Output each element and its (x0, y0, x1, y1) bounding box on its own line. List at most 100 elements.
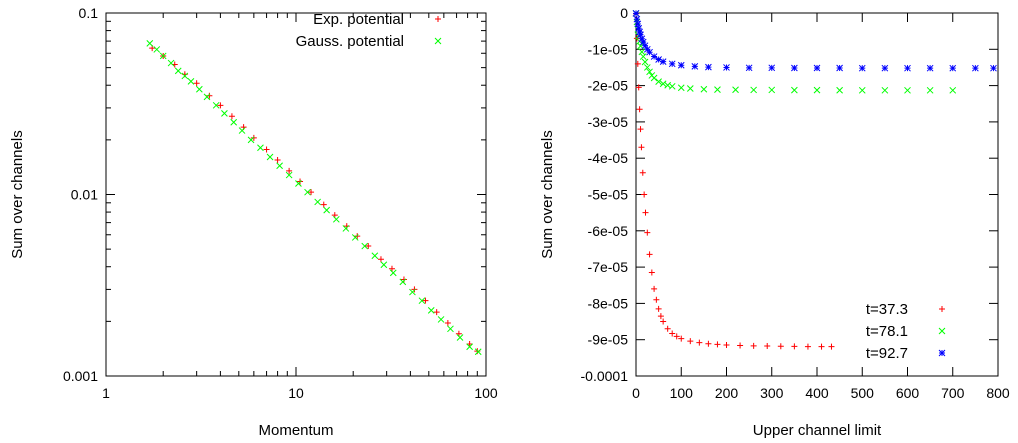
data-point (266, 153, 274, 161)
data-point (221, 109, 228, 117)
data-point (791, 86, 798, 94)
data-point (174, 67, 182, 75)
y-tick-label: -2e-05 (588, 78, 629, 94)
data-point (990, 64, 997, 72)
data-point (635, 84, 642, 91)
data-point (732, 86, 739, 94)
data-point (257, 144, 264, 152)
data-point (206, 92, 213, 99)
data-point (750, 86, 758, 94)
data-point (668, 82, 676, 90)
legend-marker (939, 306, 945, 312)
data-point (638, 144, 645, 151)
data-point (691, 63, 699, 70)
data-point (687, 338, 694, 345)
data-point (203, 93, 211, 101)
legend-label: Gauss. potential (296, 33, 404, 50)
plot-frame (105, 12, 487, 377)
data-point (274, 156, 281, 163)
data-point (768, 86, 776, 94)
data-point (813, 86, 821, 94)
data-point (447, 325, 454, 333)
y-tick-label: -5e-05 (588, 187, 629, 203)
data-point (655, 305, 662, 312)
data-point (304, 188, 311, 196)
data-point (422, 297, 429, 304)
data-point (664, 325, 671, 332)
data-point (286, 167, 293, 174)
data-point (365, 243, 372, 250)
data-point (634, 60, 641, 67)
data-point (380, 261, 388, 269)
data-point (409, 288, 416, 296)
data-point (926, 86, 934, 94)
data-point (972, 64, 979, 72)
data-point (193, 80, 200, 87)
data-point (791, 343, 798, 350)
x-tick-label: 500 (851, 385, 875, 401)
data-point (371, 252, 379, 260)
data-point (641, 42, 649, 50)
data-point (648, 269, 655, 276)
data-point (646, 68, 653, 76)
data-point (858, 86, 866, 94)
data-point (657, 313, 664, 320)
data-point (653, 296, 660, 303)
data-point (904, 64, 911, 72)
data-point (655, 56, 662, 63)
data-point (314, 198, 322, 206)
data-point (636, 106, 643, 113)
data-point (399, 278, 407, 286)
data-point (212, 101, 220, 109)
data-point (881, 86, 889, 94)
data-point (926, 64, 934, 72)
x-tick-label: 100 (474, 385, 498, 401)
x-axis-label: Momentum (258, 422, 333, 439)
x-tick-label: 400 (805, 385, 829, 401)
data-point (276, 162, 283, 170)
data-point (437, 316, 445, 323)
x-tick-label: 200 (715, 385, 739, 401)
y-tick-label: -1e-05 (588, 41, 629, 57)
data-point (146, 40, 154, 47)
data-point (474, 348, 482, 356)
x-tick-label: 800 (986, 385, 1010, 401)
y-tick-label: -0.0001 (581, 368, 629, 384)
data-point (639, 38, 647, 46)
data-point (644, 229, 651, 236)
data-point (247, 136, 255, 144)
series-0 (633, 10, 835, 350)
data-point (745, 64, 753, 72)
data-point (768, 64, 776, 72)
data-point (285, 171, 293, 179)
data-point (664, 81, 672, 89)
data-point (655, 78, 662, 85)
data-point (818, 343, 825, 350)
data-point (228, 113, 235, 120)
data-point (737, 342, 744, 349)
data-point (295, 180, 302, 187)
data-point (377, 256, 384, 263)
data-point (308, 189, 315, 196)
data-point (230, 118, 238, 126)
y-tick-label: -4e-05 (588, 150, 629, 166)
series-1 (632, 10, 957, 94)
y-axis-label: Sum over channels (539, 130, 556, 258)
data-point (813, 64, 821, 72)
data-point (642, 209, 649, 216)
data-point (400, 276, 407, 283)
data-point (418, 297, 426, 305)
data-point (320, 201, 327, 208)
data-point (238, 127, 246, 134)
data-point (636, 28, 643, 36)
data-point (181, 72, 189, 80)
series-1 (146, 40, 482, 356)
x-axis-label: Upper channel limit (753, 422, 882, 439)
data-point (714, 341, 721, 348)
data-point (659, 58, 667, 65)
chart-momentum: 1 10 100 0.001 0.01 0.1 Momentum Sum over chann… (9, 5, 498, 439)
data-point (217, 102, 224, 109)
data-point (777, 343, 784, 350)
data-point (444, 319, 451, 326)
data-point (633, 15, 641, 23)
